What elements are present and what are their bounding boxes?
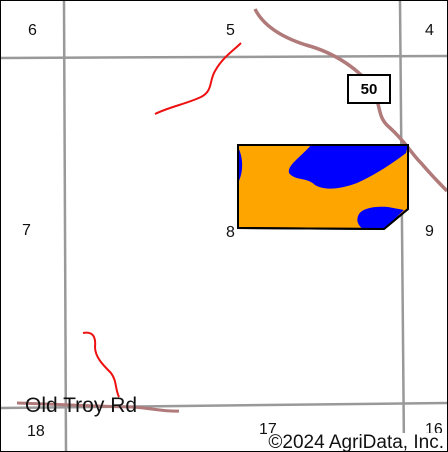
copyright-notice: ©2024 AgriData, Inc. xyxy=(267,432,445,452)
stream-north xyxy=(154,42,242,115)
field-boundary xyxy=(237,144,409,231)
highway-shield-number: 50 xyxy=(360,80,378,98)
section-line-vertical-left xyxy=(62,1,68,451)
highway-shield: 50 xyxy=(347,74,391,104)
section-line-horizontal-bottom xyxy=(1,401,447,410)
section-label-9: 9 xyxy=(425,223,434,240)
road-name-label: Old Troy Rd xyxy=(25,394,138,417)
old-troy-road-line xyxy=(16,401,180,413)
section-line-horizontal-top xyxy=(1,54,447,60)
section-label-7: 7 xyxy=(22,222,31,239)
section-label-6: 6 xyxy=(28,22,37,39)
section-label-5: 5 xyxy=(226,22,235,39)
field-outline xyxy=(237,144,409,231)
section-label-4: 4 xyxy=(425,22,434,39)
section-label-18: 18 xyxy=(27,423,45,440)
water-area-north xyxy=(288,145,408,189)
water-area-southeast xyxy=(357,206,404,229)
section-label-8: 8 xyxy=(226,224,235,241)
stream-south xyxy=(82,331,120,398)
section-line-vertical-right xyxy=(398,1,406,451)
water-area-west-edge xyxy=(238,147,243,183)
